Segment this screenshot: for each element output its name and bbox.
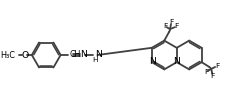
Text: F: F (215, 63, 219, 69)
Text: F: F (204, 69, 209, 75)
Text: F: F (175, 23, 179, 29)
Text: N: N (95, 50, 102, 59)
Text: H₃C: H₃C (0, 50, 15, 60)
Text: N: N (149, 57, 156, 66)
Text: O: O (21, 50, 28, 60)
Text: F: F (163, 23, 167, 29)
Text: CH: CH (70, 50, 81, 59)
Text: F: F (169, 19, 173, 25)
Text: F: F (210, 73, 214, 79)
Text: N: N (80, 50, 87, 59)
Text: H: H (92, 57, 98, 63)
Text: N: N (173, 57, 180, 66)
